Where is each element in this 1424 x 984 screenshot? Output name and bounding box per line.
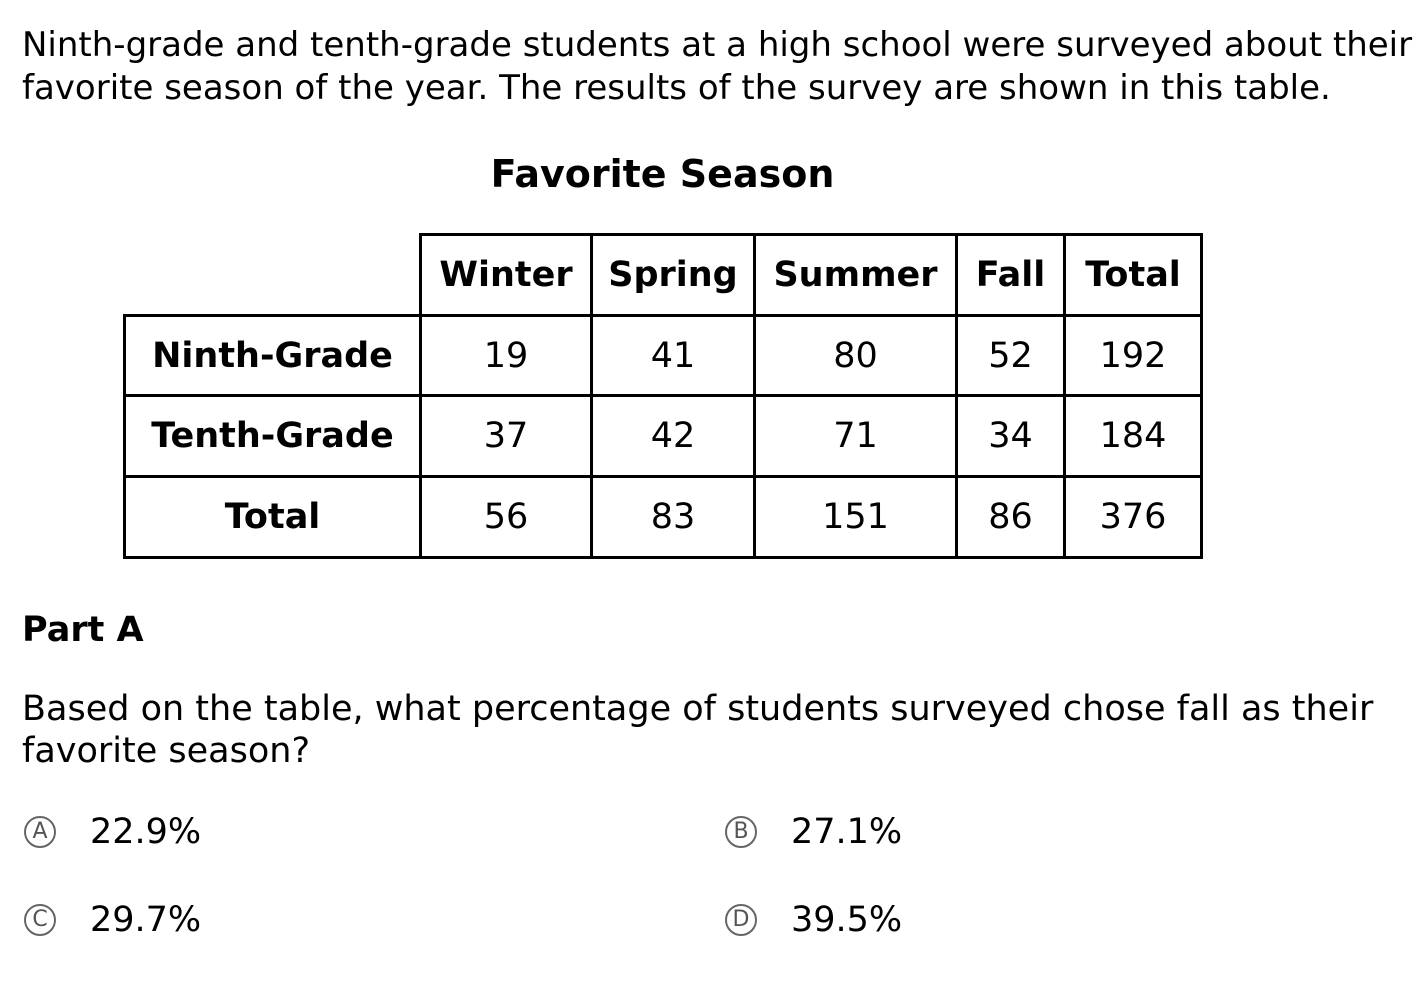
question-line-1: Based on the table, what percentage of s…	[22, 689, 1374, 729]
choice-b-bubble[interactable]: B	[725, 816, 757, 848]
table-title: Favorite Season	[490, 152, 835, 196]
row-header-tenth-grade: Tenth-Grade	[123, 394, 422, 478]
table-cell: 19	[419, 314, 593, 397]
choice-a-bubble[interactable]: A	[24, 816, 56, 848]
table-cell: 192	[1063, 314, 1203, 397]
table-cell: 37	[419, 394, 593, 478]
row-header-ninth-grade: Ninth-Grade	[123, 314, 422, 397]
table-cell: 41	[590, 314, 756, 397]
choice-c-bubble[interactable]: C	[24, 904, 56, 936]
table-cell: 42	[590, 394, 756, 478]
intro-line-1: Ninth-grade and tenth-grade students at …	[22, 25, 1413, 65]
table-cell: 376	[1063, 475, 1203, 559]
table-cell: 34	[955, 394, 1066, 478]
intro-text: Ninth-grade and tenth-grade students at …	[22, 24, 1424, 110]
choice-a[interactable]: A 22.9%	[24, 810, 201, 854]
table-cell: 184	[1063, 394, 1203, 478]
choice-c[interactable]: C 29.7%	[24, 898, 201, 942]
column-header-spring: Spring	[590, 233, 756, 317]
table-cell: 52	[955, 314, 1066, 397]
choice-b-text: 27.1%	[791, 812, 903, 852]
intro-line-2: favorite season of the year. The results…	[22, 68, 1331, 108]
column-header-summer: Summer	[753, 233, 958, 317]
table-cell: 56	[419, 475, 593, 559]
part-a-heading: Part A	[22, 610, 144, 650]
choice-d-bubble[interactable]: D	[725, 904, 757, 936]
question-line-2: favorite season?	[22, 731, 311, 771]
column-header-fall: Fall	[955, 233, 1066, 317]
table-cell: 83	[590, 475, 756, 559]
table-cell: 71	[753, 394, 958, 478]
choice-d-text: 39.5%	[791, 900, 903, 940]
choice-c-text: 29.7%	[90, 900, 202, 940]
table-cell: 151	[753, 475, 958, 559]
row-header-total: Total	[123, 475, 422, 559]
choice-d[interactable]: D 39.5%	[725, 898, 902, 942]
choice-a-text: 22.9%	[90, 812, 202, 852]
column-header-total: Total	[1063, 233, 1203, 317]
question-text: Based on the table, what percentage of s…	[22, 688, 1373, 772]
table-cell: 86	[955, 475, 1066, 559]
table-cell: 80	[753, 314, 958, 397]
choice-b[interactable]: B 27.1%	[725, 810, 902, 854]
column-header-winter: Winter	[419, 233, 593, 317]
